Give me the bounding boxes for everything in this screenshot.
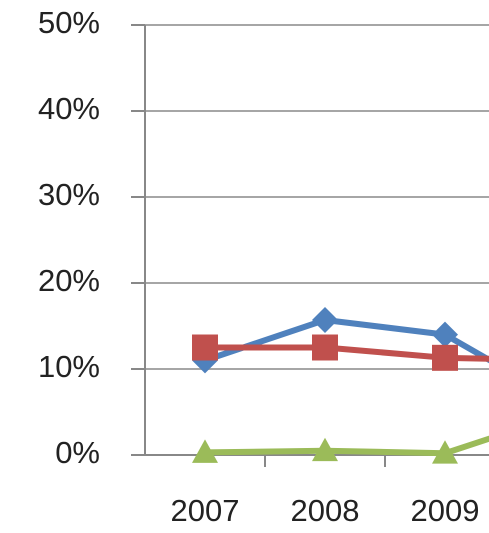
marker (432, 344, 458, 371)
marker (192, 334, 218, 361)
marker (312, 334, 338, 361)
x-tick-label: 2009 (411, 493, 480, 528)
y-tick-label: 50% (38, 5, 100, 40)
y-tick-label: 20% (38, 263, 100, 298)
x-tick-label: 2007 (171, 493, 240, 528)
series-line (205, 344, 489, 362)
y-tick-label: 30% (38, 177, 100, 212)
series-line (204, 316, 489, 364)
series-line (204, 435, 489, 457)
y-tick-label: 40% (38, 91, 100, 126)
marker (312, 306, 338, 333)
marker (312, 437, 338, 462)
y-tick-label: 0% (55, 435, 100, 470)
marker (432, 321, 458, 348)
x-tick-label: 2008 (291, 493, 360, 528)
marker (432, 440, 458, 464)
y-tick-label: 10% (38, 349, 100, 384)
marker (192, 439, 218, 463)
